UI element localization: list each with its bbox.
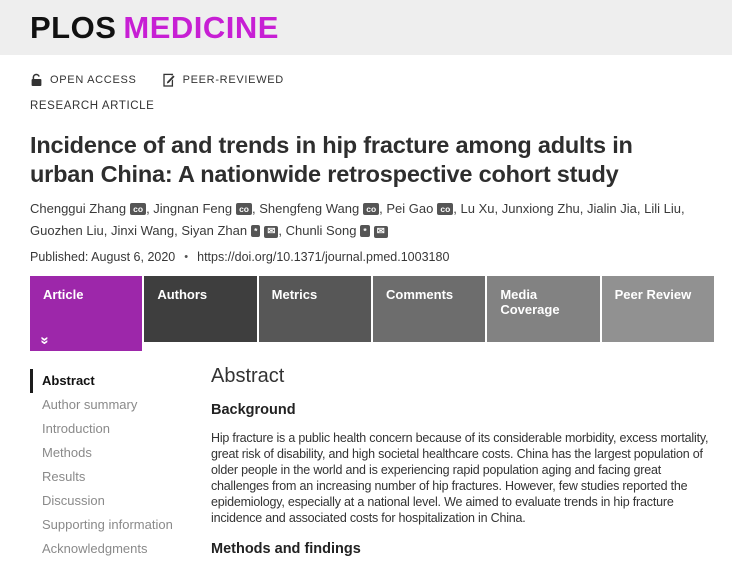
- open-access-badge: OPEN ACCESS: [30, 73, 137, 87]
- sidebar-item-methods[interactable]: Methods: [42, 445, 92, 460]
- author[interactable]: Lu Xu: [460, 201, 495, 216]
- background-paragraph: Hip fracture is a public health concern …: [211, 431, 709, 525]
- tab-media-coverage[interactable]: Media Coverage: [487, 276, 600, 342]
- author-separator: ,: [103, 223, 111, 238]
- section-nav-sidebar: Abstract Author summary Introduction Met…: [30, 365, 211, 561]
- tab-metrics[interactable]: Metrics: [258, 276, 371, 342]
- author-separator: ,: [278, 223, 286, 238]
- author-separator: ,: [252, 201, 260, 216]
- sidebar-item-acknowledgments[interactable]: Acknowledgments: [42, 541, 148, 556]
- journal-logo-text: MEDICINE: [123, 9, 279, 45]
- site-header: PLOS MEDICINE: [0, 0, 732, 55]
- author-separator: ,: [146, 201, 154, 216]
- co-icon[interactable]: co: [236, 203, 252, 215]
- plos-logo[interactable]: PLOS MEDICINE: [30, 10, 279, 46]
- doi-link[interactable]: https://doi.org/10.1371/journal.pmed.100…: [197, 250, 450, 264]
- author-separator: ,: [579, 201, 588, 216]
- asterisk-icon[interactable]: *: [360, 225, 370, 237]
- co-icon[interactable]: co: [363, 203, 380, 215]
- author[interactable]: Chunli Song * ✉: [286, 223, 388, 238]
- author[interactable]: Shengfeng Wang co: [259, 201, 380, 216]
- published-date: Published: August 6, 2020: [30, 250, 176, 264]
- author-separator: ,: [174, 223, 182, 238]
- tab-comments[interactable]: Comments: [372, 276, 486, 342]
- author[interactable]: Jinxi Wang: [110, 223, 175, 238]
- author[interactable]: Jingnan Feng co: [153, 201, 252, 216]
- asterisk-icon[interactable]: *: [251, 225, 261, 237]
- article-meta-row: OPEN ACCESS PEER-REVIEWED: [30, 73, 732, 87]
- abstract-heading: Abstract: [211, 365, 285, 387]
- envelope-icon[interactable]: ✉: [264, 226, 279, 238]
- author-separator: ,: [494, 201, 502, 216]
- abstract-section: Abstract Background Hip fracture is a pu…: [211, 365, 717, 561]
- sidebar-item-abstract[interactable]: Abstract: [30, 369, 211, 393]
- pencil-document-icon: [162, 73, 176, 87]
- tab-authors[interactable]: Authors: [144, 276, 257, 342]
- author[interactable]: Siyan Zhan * ✉: [181, 223, 279, 238]
- article-tab-bar: Article » Authors Metrics Comments Media…: [30, 276, 714, 351]
- sidebar-item-introduction[interactable]: Introduction: [42, 421, 110, 436]
- author[interactable]: Chenggui Zhang co: [30, 201, 147, 216]
- peer-reviewed-badge: PEER-REVIEWED: [162, 73, 284, 87]
- methods-findings-heading: Methods and findings: [211, 541, 361, 557]
- peer-reviewed-label: PEER-REVIEWED: [182, 74, 284, 86]
- article-type-label: RESEARCH ARTICLE: [30, 100, 155, 112]
- author-list: Chenggui Zhang co, Jingnan Feng co, Shengf…: [30, 198, 730, 242]
- co-icon[interactable]: co: [130, 203, 147, 215]
- author-separator: ,: [680, 201, 685, 216]
- author[interactable]: Pei Gao co: [386, 201, 454, 216]
- published-row: Published: August 6, 2020 • https://doi.…: [30, 250, 732, 264]
- double-chevron-down-icon: »: [36, 336, 54, 345]
- open-access-label: OPEN ACCESS: [50, 74, 137, 86]
- author[interactable]: Lili Liu: [644, 201, 681, 216]
- author[interactable]: Junxiong Zhu: [501, 201, 580, 216]
- sidebar-item-discussion[interactable]: Discussion: [42, 493, 105, 508]
- separator-dot: •: [184, 251, 189, 263]
- sidebar-item-author-summary[interactable]: Author summary: [42, 397, 138, 412]
- tab-article[interactable]: Article »: [30, 276, 143, 351]
- open-lock-icon: [30, 73, 43, 87]
- sidebar-item-results[interactable]: Results: [42, 469, 86, 484]
- article-title: Incidence of and trends in hip fracture …: [30, 132, 633, 187]
- author[interactable]: Guozhen Liu: [30, 223, 104, 238]
- author-separator: ,: [453, 201, 461, 216]
- author[interactable]: Jialin Jia: [587, 201, 637, 216]
- sidebar-item-supporting-information[interactable]: Supporting information: [42, 517, 173, 532]
- plos-logo-text: PLOS: [30, 9, 117, 45]
- author-separator: ,: [636, 201, 645, 216]
- author-separator: ,: [379, 201, 387, 216]
- background-heading: Background: [211, 402, 296, 418]
- envelope-icon[interactable]: ✉: [373, 226, 388, 238]
- tab-peer-review[interactable]: Peer Review: [601, 276, 714, 342]
- co-icon[interactable]: co: [437, 203, 454, 215]
